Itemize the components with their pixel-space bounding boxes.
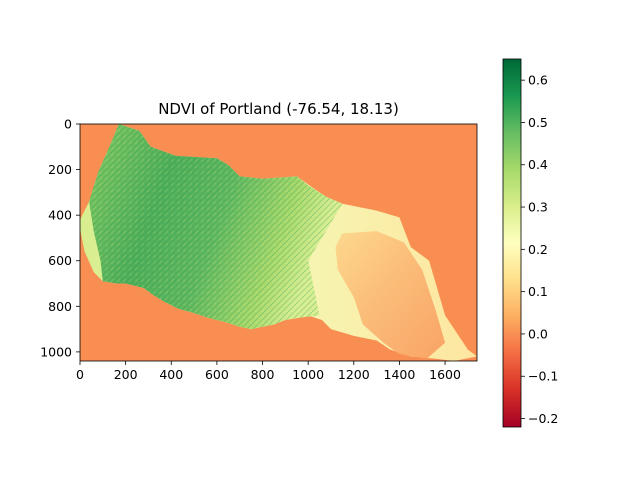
colorbar-axis: −0.2 −0.1 0.0 0.1 0.2 0.3 0.4 0.5 0.6 xyxy=(521,73,558,426)
y-tick-label: 800 xyxy=(48,299,72,314)
colorbar-tick-label: −0.1 xyxy=(528,369,558,384)
x-tick-label: 400 xyxy=(159,367,183,382)
colorbar-tick-label: 0.2 xyxy=(528,242,548,257)
y-tick-label: 200 xyxy=(48,162,72,177)
colorbar-tick-label: 0.5 xyxy=(528,115,548,130)
colorbar-tick-label: 0.1 xyxy=(528,284,548,299)
colorbar-tick-label: 0.0 xyxy=(528,326,548,341)
x-tick-label: 800 xyxy=(251,367,275,382)
y-tick-label: 0 xyxy=(64,117,72,132)
sparse-vegetation-area xyxy=(335,231,446,359)
x-tick-label: 600 xyxy=(205,367,229,382)
colorbar-tick-label: −0.2 xyxy=(528,411,558,426)
x-tick-label: 1600 xyxy=(429,367,461,382)
x-tick-label: 0 xyxy=(76,367,84,382)
x-axis: 0 200 400 600 800 1000 1200 1400 1600 xyxy=(76,361,461,382)
y-axis: 0 200 400 600 800 1000 xyxy=(40,117,80,359)
vegetation-texture xyxy=(89,124,343,330)
x-tick-label: 1000 xyxy=(292,367,324,382)
colorbar-tick-label: 0.6 xyxy=(528,73,548,88)
y-tick-label: 600 xyxy=(48,253,72,268)
ndvi-image xyxy=(80,124,477,361)
y-tick-label: 400 xyxy=(48,208,72,223)
colorbar-tick-label: 0.4 xyxy=(528,157,548,172)
axes-frame xyxy=(79,123,478,362)
chart-title: NDVI of Portland (-76.54, 18.13) xyxy=(158,100,399,118)
x-tick-label: 200 xyxy=(114,367,138,382)
x-tick-label: 1200 xyxy=(338,367,370,382)
colorbar-tick-label: 0.3 xyxy=(528,200,548,215)
colorbar xyxy=(502,58,522,428)
x-tick-label: 1400 xyxy=(384,367,416,382)
y-tick-label: 1000 xyxy=(40,344,72,359)
